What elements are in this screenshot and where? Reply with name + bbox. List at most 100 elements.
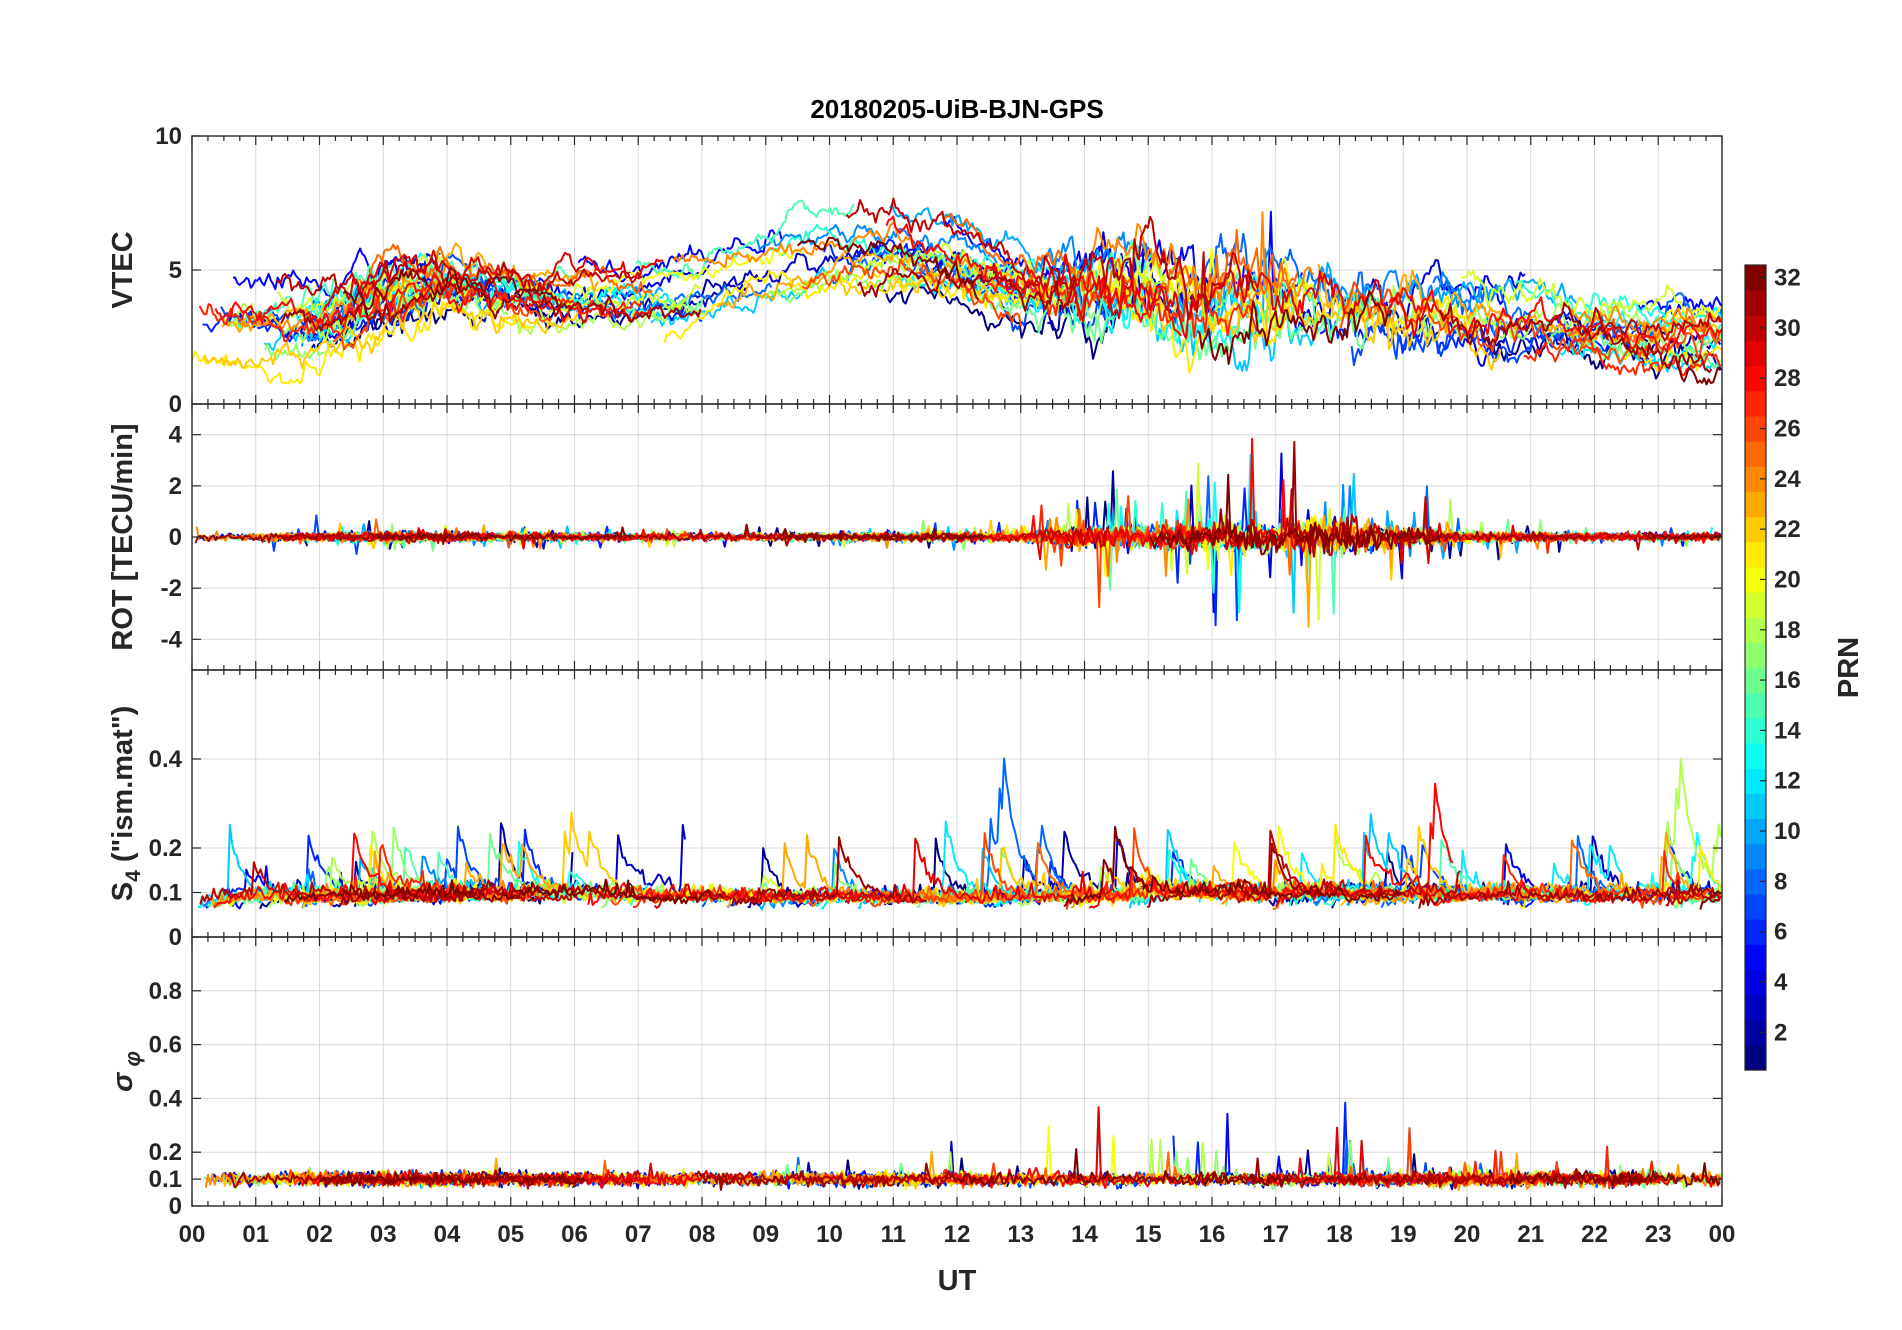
sigphi-series-prn-32 xyxy=(1509,1162,1721,1186)
s4-series xyxy=(197,757,1722,911)
colorbar-tick-label: 16 xyxy=(1774,667,1801,694)
colorbar-segment-prn-18 xyxy=(1745,617,1766,643)
colorbar-tick-label: 28 xyxy=(1774,365,1801,392)
x-axis-label: UT xyxy=(938,1265,977,1297)
s4-series-prn-32 xyxy=(1063,825,1406,908)
colorbar-segment-prn-7 xyxy=(1745,893,1766,920)
colorbar-segment-prn-13 xyxy=(1745,742,1766,769)
sigphi-series-prn-29 xyxy=(1064,1106,1225,1188)
sigphi-y-tick-label: 0.1 xyxy=(149,1166,182,1193)
vtec-series-prn-16 xyxy=(955,278,1388,361)
sigphi-series-prn-31 xyxy=(695,1162,952,1191)
colorbar-segment-prn-3 xyxy=(1745,994,1766,1021)
s4-series-prn-30 xyxy=(653,883,879,909)
s4-y-axis: 0 0.1 0.2 0.4 xyxy=(149,746,1722,951)
vtec-series-prn-31 xyxy=(1438,301,1713,374)
x-tick-label: 07 xyxy=(625,1221,652,1248)
vtec-series-prn-3 xyxy=(1404,314,1594,367)
sigphi-y-tick-label: 0 xyxy=(169,1193,182,1220)
vtec-series-prn-30 xyxy=(275,258,643,298)
rot-series-prn-31 xyxy=(594,523,984,547)
colorbar-segment-prn-25 xyxy=(1745,441,1766,467)
vtec-series-prn-21 xyxy=(663,267,1052,343)
vtec-series-prn-5 xyxy=(1637,296,1722,317)
colorbar-segment-prn-20 xyxy=(1745,566,1766,593)
colorbar-segment-prn-6 xyxy=(1745,919,1766,945)
colorbar-segment-prn-16 xyxy=(1745,667,1766,694)
colorbar-segment-prn-1 xyxy=(1745,1044,1766,1071)
sigphi-series-prn-30 xyxy=(719,1170,996,1189)
s4-series-prn-31 xyxy=(1146,842,1322,908)
rot-y-tick-label: 2 xyxy=(169,473,182,500)
colorbar-segment-prn-19 xyxy=(1745,592,1766,618)
rot-y-tick-label: -2 xyxy=(161,575,182,602)
x-tick-label: 01 xyxy=(242,1221,269,1248)
x-tick-label: 22 xyxy=(1581,1221,1608,1248)
s4-series-prn-29 xyxy=(845,837,1115,904)
colorbar-box xyxy=(1744,264,1767,1071)
colorbar-segment-prn-26 xyxy=(1745,415,1766,442)
rot-series-prn-32 xyxy=(376,526,633,543)
vtec-series-prn-10 xyxy=(888,203,1101,282)
s4-y-tick-label: 0.1 xyxy=(149,880,182,907)
vtec-series-prn-11 xyxy=(650,266,828,327)
x-tick-label: 06 xyxy=(561,1221,588,1248)
colorbar-segment-prn-10 xyxy=(1745,818,1766,845)
rot-series-prn-32 xyxy=(780,527,985,543)
vtec-series-prn-28 xyxy=(214,274,652,325)
colorbar-segment-prn-12 xyxy=(1745,768,1766,794)
colorbar-segment-prn-9 xyxy=(1745,843,1766,870)
x-tick-label: 04 xyxy=(434,1221,461,1248)
sigphi-y-axis-label: σ φ xyxy=(107,1051,145,1092)
sigphi-x-ticks xyxy=(191,937,1723,1206)
colorbar-segment-prn-14 xyxy=(1745,717,1766,744)
vtec-series-prn-7 xyxy=(220,278,385,330)
sigphi-y-tick-label: 0.4 xyxy=(149,1085,183,1112)
vtec-series-prn-27 xyxy=(198,272,643,343)
sigphi-y-tick-label: 0.8 xyxy=(149,978,182,1005)
colorbar-segment-prn-4 xyxy=(1745,969,1766,996)
colorbar-segment-prn-23 xyxy=(1745,491,1766,518)
panel-vtec: 0 5 10 VTEC xyxy=(107,123,1723,418)
vtec-series-prn-24 xyxy=(672,222,918,269)
colorbar-tick-label: 10 xyxy=(1774,818,1801,845)
x-tick-label: 12 xyxy=(944,1221,971,1248)
sigphi-series-prn-32 xyxy=(950,1148,1292,1188)
vtec-y-tick-label: 10 xyxy=(155,123,182,150)
x-tick-label: 21 xyxy=(1517,1221,1544,1248)
colorbar-segment-prn-22 xyxy=(1745,516,1766,543)
s4-series-prn-31 xyxy=(1418,879,1722,909)
colorbar-segment-prn-2 xyxy=(1745,1019,1766,1046)
colorbar-segment-prn-24 xyxy=(1745,466,1766,493)
sigphi-y-tick-label: 0.6 xyxy=(149,1032,182,1059)
x-tick-label: 13 xyxy=(1007,1221,1034,1248)
sigphi-y-axis: 00.10.2 0.4 0.6 0.8 xyxy=(149,978,1722,1220)
x-tick-label: 16 xyxy=(1199,1221,1226,1248)
colorbar-tick-label: 2 xyxy=(1774,1019,1787,1046)
colorbar-segment-prn-27 xyxy=(1745,390,1766,417)
s4-series-prn-31 xyxy=(731,836,927,907)
x-tick-label: 14 xyxy=(1071,1221,1098,1248)
colorbar-segment-prn-21 xyxy=(1745,541,1766,568)
colorbar-tick-label: 14 xyxy=(1774,717,1801,744)
rot-y-tick-label: 0 xyxy=(169,524,182,551)
vtec-series-prn-29 xyxy=(323,249,664,311)
vtec-series-prn-22 xyxy=(203,301,584,370)
x-tick-label: 23 xyxy=(1645,1221,1672,1248)
s4-y-tick-label: 0.2 xyxy=(149,835,182,862)
colorbar-tick-label: 20 xyxy=(1774,566,1801,593)
vtec-series-prn-30 xyxy=(1583,306,1722,342)
vtec-series-prn-28 xyxy=(885,215,1182,337)
colorbar-segment-prn-29 xyxy=(1745,340,1766,367)
s4-x-ticks xyxy=(191,670,1723,937)
x-tick-label: 18 xyxy=(1326,1221,1353,1248)
vtec-series-prn-32 xyxy=(796,236,980,301)
s4-series-prn-32 xyxy=(1699,896,1721,910)
sigphi-series xyxy=(203,1101,1722,1191)
chart-title: 20180205-UiB-BJN-GPS xyxy=(810,94,1103,124)
x-tick-label: 00 xyxy=(1709,1221,1736,1248)
colorbar-tick-label: 22 xyxy=(1774,516,1801,543)
